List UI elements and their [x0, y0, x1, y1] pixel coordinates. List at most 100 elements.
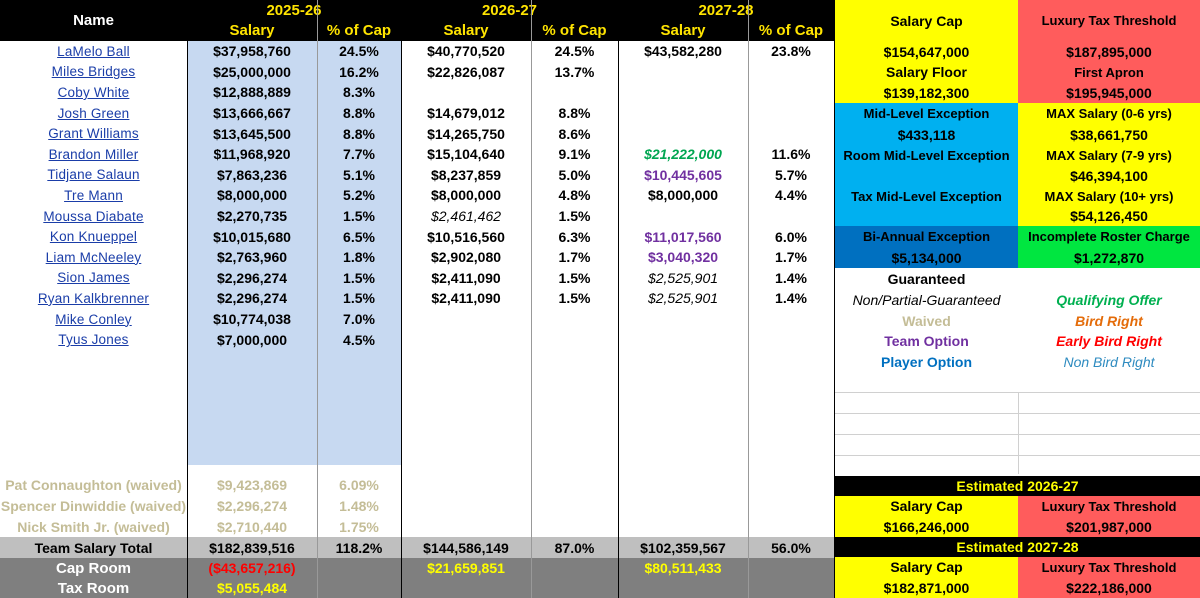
pct-2025: 7.7% [343, 146, 375, 163]
pct-2026 [531, 82, 618, 103]
salary-2027: $43,582,280 [644, 43, 722, 60]
salary-2027: $2,525,901 [647, 290, 719, 307]
player-name-link[interactable]: Miles Bridges [51, 64, 136, 80]
waived-pct-2025: 6.09% [339, 476, 379, 493]
pct-2027: 4.4% [775, 187, 807, 204]
pct-2026: 1.5% [558, 208, 591, 225]
salary-2027: $10,445,605 [644, 166, 722, 183]
col-2025-bg [187, 41, 401, 465]
salary-2027 [618, 103, 748, 124]
legend-player-option: Player Option [880, 353, 973, 370]
pct-2026: 1.5% [558, 290, 591, 307]
salary-cap-value: $154,647,000 [883, 43, 970, 60]
pct-2026: 4.8% [558, 187, 591, 204]
pct-2027 [748, 62, 834, 83]
est2-lux-label: Luxury Tax Threshold [1041, 559, 1177, 575]
header-pct: % of Cap [317, 20, 401, 41]
legend-waived: Waived [902, 312, 951, 329]
legend-qualifying-offer: Qualifying Offer [1056, 291, 1162, 308]
salary-cap-bg [835, 0, 1018, 103]
player-name-link[interactable]: Tre Mann [64, 187, 123, 203]
salary-2025: $2,763,960 [216, 249, 288, 266]
player-name-link[interactable]: Coby White [57, 84, 130, 100]
player-name-link[interactable]: Ryan Kalkbrenner [37, 290, 150, 306]
grid-vline [834, 0, 835, 598]
pct-2025: 1.8% [343, 249, 375, 266]
pct-2026: 8.6% [558, 125, 591, 142]
salary-2027: $3,040,320 [647, 249, 719, 266]
cap-room-label: Cap Room [56, 559, 131, 577]
max-salary-0-6-value: $38,661,750 [1070, 126, 1148, 143]
player-name-link[interactable]: Tidjane Salaun [47, 167, 140, 183]
pct-2026: 9.1% [558, 146, 591, 163]
pct-2025: 5.1% [343, 166, 375, 183]
est-2027-header: Estimated 2027-28 [835, 537, 1200, 557]
salary-2025: $25,000,000 [213, 63, 291, 80]
pct-2027 [748, 82, 834, 103]
salary-2027 [618, 309, 748, 330]
salary-2026: $10,516,560 [427, 228, 505, 245]
salary-2025: $8,000,000 [216, 187, 288, 204]
tax-mle-label: Tax Mid-Level Exception [851, 189, 1002, 204]
salary-2026: $40,770,520 [427, 43, 505, 60]
player-name-link[interactable]: Mike Conley [55, 311, 132, 327]
grid-hline [835, 455, 1200, 456]
salary-2026: $2,461,462 [430, 208, 502, 225]
irc-bg [1018, 226, 1200, 268]
player-name-link[interactable]: Tyus Jones [58, 332, 129, 348]
player-name-link[interactable]: Brandon Miller [48, 146, 139, 162]
salary-2027: $8,000,000 [647, 187, 719, 204]
est-2026-header: Estimated 2026-27 [835, 476, 1200, 496]
player-name-link[interactable]: Josh Green [57, 105, 130, 121]
player-name-link[interactable]: Grant Williams [48, 126, 139, 142]
tax-room-2025: $5,055,484 [216, 580, 288, 596]
player-name-link[interactable]: Liam McNeeley [45, 249, 142, 265]
player-name-link[interactable]: LaMelo Ball [57, 43, 130, 59]
max-salary-0-6-label: MAX Salary (0-6 yrs) [1046, 106, 1172, 121]
pct-2025: 5.2% [343, 187, 375, 204]
player-name-link[interactable]: Moussa Diabate [43, 208, 144, 224]
grid-vline [187, 0, 188, 598]
pct-2025: 8.8% [343, 125, 375, 142]
grid-vline [748, 0, 749, 598]
est1-salary-cap-value: $166,246,000 [883, 518, 970, 535]
salary-floor-label: Salary Floor [886, 64, 967, 80]
header-salary: Salary [187, 20, 317, 41]
bae-bg [835, 226, 1018, 268]
legend-nonguaranteed: Non/Partial-Guaranteed [852, 291, 1001, 308]
team-total-2025: $182,839,516 [209, 539, 295, 556]
salary-2026: $2,411,090 [431, 290, 501, 307]
pct-2026: 5.0% [558, 166, 591, 183]
header-year-2027: 2027-28 [618, 0, 834, 20]
max-salary-10-label: MAX Salary (10+ yrs) [1044, 188, 1174, 204]
pct-2027 [748, 309, 834, 330]
legend-team-option: Team Option [884, 332, 969, 349]
pct-2025: 1.5% [343, 269, 375, 286]
mle-value: $433,118 [897, 126, 956, 143]
player-name-link[interactable]: Sion James [57, 270, 130, 286]
max-salary-7-9-value: $46,394,100 [1070, 168, 1148, 184]
salary-2026: $22,826,087 [427, 63, 505, 80]
player-name-link[interactable]: Kon Knueppel [49, 229, 138, 245]
pct-2025: 4.5% [343, 331, 375, 348]
salary-2027 [618, 123, 748, 144]
pct-2026: 6.3% [558, 228, 591, 245]
header-salary: Salary [618, 20, 748, 41]
salary-2025: $13,645,500 [213, 125, 291, 142]
salary-2026: $2,411,090 [431, 269, 501, 286]
max-salary-bg [1018, 103, 1200, 226]
pct-2025: 1.5% [343, 290, 375, 307]
room-mle-label: Room Mid-Level Exception [843, 148, 1010, 163]
pct-2026: 1.5% [558, 269, 591, 286]
salary-2026 [401, 309, 531, 330]
max-salary-10-value: $54,126,450 [1070, 208, 1148, 224]
pct-2027 [748, 103, 834, 124]
header-name: Name [0, 0, 187, 41]
grid-vline [531, 0, 532, 598]
est1-lux-bg [1018, 496, 1200, 537]
cap-room-2026: $21,659,851 [427, 560, 505, 576]
team-salary-label: Team Salary Total [34, 539, 153, 556]
cap-room-2027: $80,511,433 [644, 560, 722, 576]
salary-2026: $14,679,012 [427, 105, 505, 122]
bae-label: Bi-Annual Exception [862, 229, 991, 244]
